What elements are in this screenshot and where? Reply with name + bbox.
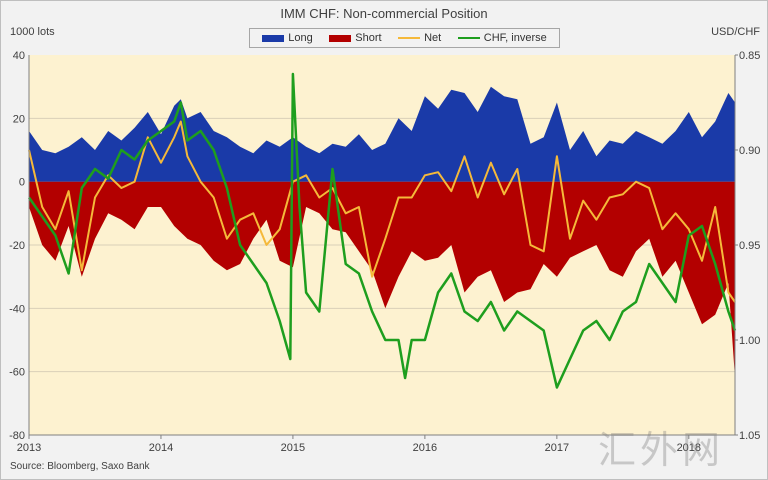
- legend-swatch-chf-inverse: [457, 37, 480, 39]
- legend-label-short: Short: [355, 32, 382, 44]
- line-net: [28, 120, 736, 303]
- watermark-logo: 汇外网: [598, 428, 725, 472]
- y-tick-left-label: -80: [9, 430, 25, 442]
- y-tick-left-label: -40: [9, 303, 25, 315]
- legend-label-net: Net: [424, 32, 442, 44]
- left-axis-units: 1000 lots: [10, 26, 55, 38]
- legend-item-net: Net: [398, 32, 441, 44]
- area-long: [29, 86, 735, 182]
- y-tick-left-label: 0: [19, 177, 25, 189]
- y-tick-left-label: 20: [13, 113, 25, 125]
- legend-item-long: Long: [262, 32, 313, 44]
- y-tick-right-label: 1.05: [739, 430, 760, 442]
- source-note: Source: Bloomberg, Saxo Bank: [10, 461, 150, 472]
- x-tick-label: 2018: [677, 442, 701, 454]
- legend-label-chf-inverse: CHF, inverse: [483, 32, 547, 44]
- y-tick-left-label: -20: [9, 240, 25, 252]
- y-tick-left-label: -60: [9, 367, 25, 379]
- y-tick-right-label: 0.85: [739, 50, 760, 62]
- legend-swatch-net: [398, 37, 421, 39]
- axes: 40 20 0 -20 -40 -60 -80 0.85 0.90 0.95 1.00 1.05 201…: [9, 50, 760, 454]
- x-tick-label: 2015: [281, 442, 305, 454]
- legend-item-chf-inverse: CHF, inverse: [457, 32, 547, 44]
- legend-swatch-short: [329, 34, 352, 42]
- area-short: [29, 181, 735, 378]
- line-series: [27, 72, 737, 389]
- x-tick-label: 2017: [545, 442, 569, 454]
- area-series: [29, 86, 735, 378]
- y-tick-right-label: 0.90: [739, 145, 760, 157]
- x-tick-label: 2014: [149, 442, 173, 454]
- y-tick-right-label: 1.00: [739, 335, 760, 347]
- legend-swatch-long: [262, 34, 285, 42]
- y-tick-left-label: 40: [13, 50, 25, 62]
- line-chf-inverse: [27, 72, 737, 389]
- legend-item-short: Short: [329, 32, 382, 44]
- legend-label-long: Long: [288, 32, 313, 44]
- right-axis-units: USD/CHF: [711, 26, 760, 38]
- y-tick-right-label: 0.95: [739, 240, 760, 252]
- x-tick-label: 2016: [413, 442, 437, 454]
- x-tick-label: 2013: [17, 442, 41, 454]
- legend: Long Short Net CHF, inverse: [249, 28, 560, 48]
- chart-title: IMM CHF: Non-commercial Position: [280, 6, 488, 21]
